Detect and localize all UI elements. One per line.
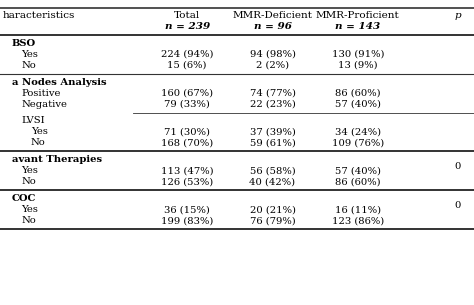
Text: 37 (39%): 37 (39%) [250, 127, 295, 136]
Text: 36 (15%): 36 (15%) [164, 205, 210, 214]
Text: MMR-Proficient: MMR-Proficient [316, 11, 400, 20]
Text: No: No [21, 61, 36, 70]
Text: 59 (61%): 59 (61%) [250, 138, 295, 147]
Text: No: No [21, 216, 36, 225]
Text: COC: COC [12, 194, 36, 203]
Text: 22 (23%): 22 (23%) [250, 100, 295, 109]
Text: 94 (98%): 94 (98%) [249, 50, 296, 59]
Text: Yes: Yes [21, 166, 38, 175]
Text: 126 (53%): 126 (53%) [161, 177, 213, 186]
Text: 76 (79%): 76 (79%) [250, 216, 295, 225]
Text: 40 (42%): 40 (42%) [249, 177, 296, 186]
Text: 13 (9%): 13 (9%) [338, 61, 378, 70]
Text: haracteristics: haracteristics [2, 11, 75, 20]
Text: MMR-Deficient: MMR-Deficient [233, 11, 312, 20]
Text: Yes: Yes [31, 127, 48, 136]
Text: Total: Total [174, 11, 201, 20]
Text: 160 (67%): 160 (67%) [161, 89, 213, 98]
Text: avant Therapies: avant Therapies [12, 155, 102, 164]
Text: n = 143: n = 143 [335, 22, 381, 31]
Text: Positive: Positive [21, 89, 61, 98]
Text: 79 (33%): 79 (33%) [164, 100, 210, 109]
Text: 15 (6%): 15 (6%) [167, 61, 207, 70]
Text: Yes: Yes [21, 205, 38, 214]
Text: BSO: BSO [12, 39, 36, 48]
Text: 56 (58%): 56 (58%) [250, 166, 295, 175]
Text: 57 (40%): 57 (40%) [335, 166, 381, 175]
Text: LVSI: LVSI [21, 116, 45, 125]
Text: n = 239: n = 239 [164, 22, 210, 31]
Text: 16 (11%): 16 (11%) [335, 205, 381, 214]
Text: 109 (76%): 109 (76%) [332, 138, 384, 147]
Text: n = 96: n = 96 [254, 22, 292, 31]
Text: 86 (60%): 86 (60%) [335, 177, 381, 186]
Text: 0: 0 [454, 162, 461, 171]
Text: 168 (70%): 168 (70%) [161, 138, 213, 147]
Text: No: No [21, 177, 36, 186]
Text: 199 (83%): 199 (83%) [161, 216, 213, 225]
Text: 57 (40%): 57 (40%) [335, 100, 381, 109]
Text: 130 (91%): 130 (91%) [332, 50, 384, 59]
Text: Yes: Yes [21, 50, 38, 59]
Text: 71 (30%): 71 (30%) [164, 127, 210, 136]
Text: 224 (94%): 224 (94%) [161, 50, 213, 59]
Text: 86 (60%): 86 (60%) [335, 89, 381, 98]
Text: 2 (2%): 2 (2%) [256, 61, 289, 70]
Text: a Nodes Analysis: a Nodes Analysis [12, 78, 107, 87]
Text: 34 (24%): 34 (24%) [335, 127, 381, 136]
Text: 123 (86%): 123 (86%) [332, 216, 384, 225]
Text: 113 (47%): 113 (47%) [161, 166, 214, 175]
Text: No: No [31, 138, 46, 147]
Text: Negative: Negative [21, 100, 67, 109]
Text: p: p [454, 11, 461, 20]
Text: 20 (21%): 20 (21%) [249, 205, 296, 214]
Text: 74 (77%): 74 (77%) [249, 89, 296, 98]
Text: 0: 0 [454, 201, 461, 210]
